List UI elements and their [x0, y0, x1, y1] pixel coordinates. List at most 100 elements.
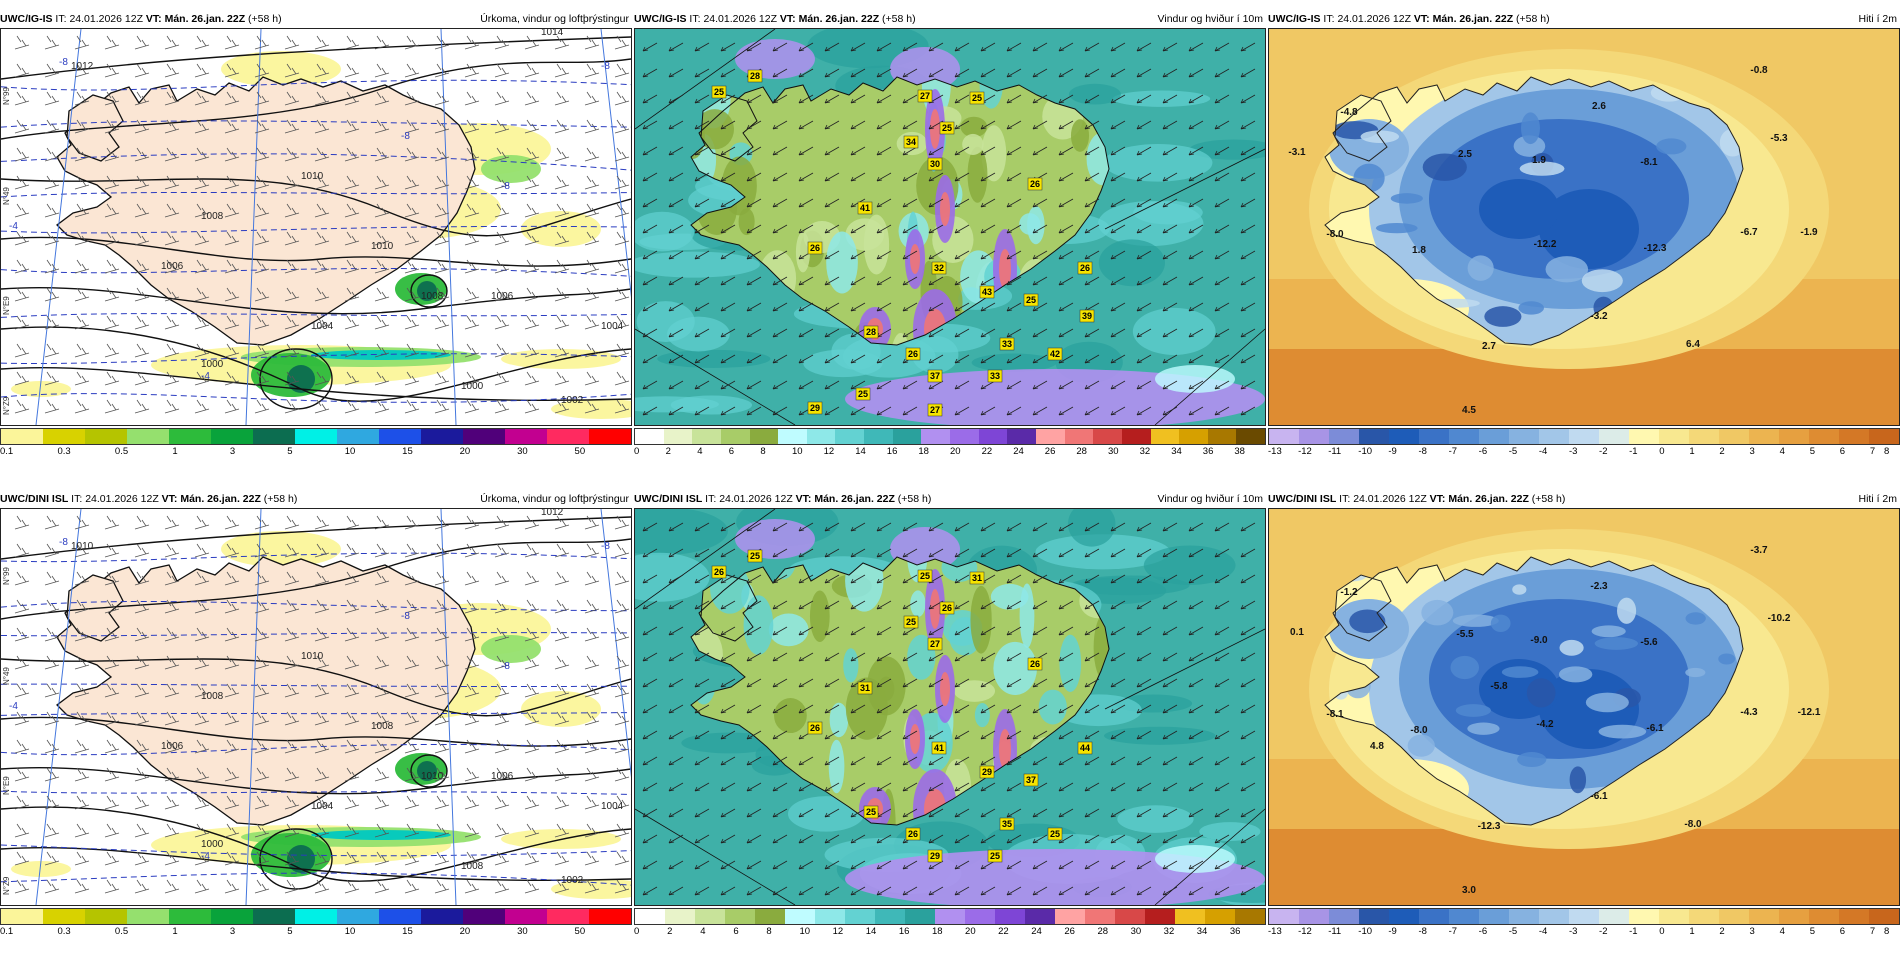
iceland-outline: [690, 556, 1110, 826]
colorbar: 0 2 4 6 8 10 12 14 16 18 20 22 24 26 28 30 32 34 36: [634, 908, 1266, 942]
temperature-value: 4.5: [1462, 405, 1476, 416]
colorbar-swatch: [1539, 909, 1569, 924]
model-name: UWC/IG-IS: [634, 13, 687, 25]
colorbar-swatch: [695, 909, 725, 924]
colorbar-tick-label: 0.1: [0, 926, 14, 937]
vt-label: VT:: [779, 13, 796, 25]
map-view[interactable]: 1012 1010 1010 1008 1008 1006 1006 1004 1004 1002…: [0, 508, 632, 906]
colorbar-tick-label: -11: [1328, 926, 1342, 937]
init-time: 24.01.2026 12Z: [69, 13, 143, 25]
gust-value-box: 26: [1027, 177, 1043, 191]
map-panel-dini-temp: UWC/DINI ISL IT: 24.01.2026 12Z VT: Mán.…: [1268, 490, 1900, 955]
gust-value-box: 26: [807, 241, 823, 255]
gust-value-box: 25: [939, 121, 955, 135]
colorbar-swatch: [1599, 909, 1629, 924]
lead-time: (+58 h): [1531, 493, 1566, 505]
colorbar-swatch: [1236, 429, 1266, 444]
map-view[interactable]: 28 25 27 25 25 34 30 26 41 26 32 28 43 26 33 25 26 42 33 37…: [634, 28, 1266, 426]
gust-value-box: 25: [863, 805, 879, 819]
colorbar-tick-label: 0: [634, 446, 640, 457]
temperature-value: 0.1: [1290, 627, 1304, 638]
colorbar-swatch: [1869, 429, 1899, 444]
colorbar-swatch: [127, 429, 169, 444]
temp-contour-label: -8: [501, 181, 510, 192]
latitude-label: N°Z9: [2, 396, 11, 415]
temperature-value: 2.6: [1592, 101, 1606, 112]
colorbar-tick-label: 22: [998, 926, 1009, 937]
latitude-label: N°49: [2, 667, 11, 685]
colorbar: -13 -12 -11 -10 -9 -8 -7 -6 -5 -4 -3 -2 -1 0 1 2 3 4 5 6 7 8: [1268, 908, 1900, 942]
model-name: UWC/DINI ISL: [634, 493, 703, 505]
colorbar-tick-label: -13: [1268, 926, 1282, 937]
colorbar-tick-label: 8: [1884, 446, 1890, 457]
colorbar-swatch: [1509, 909, 1539, 924]
colorbar-swatch: [337, 429, 379, 444]
gust-value-box: 37: [1023, 773, 1039, 787]
colorbar-tick-label: 24: [1013, 446, 1024, 457]
colorbar-tick-label: 2: [1719, 926, 1725, 937]
map-view[interactable]: -0.8 -4.8 2.6 -3.1 2.5 1.9 -8.1 -5.3 -8.0 1.8 -12.…: [1268, 28, 1900, 426]
colorbar-swatch: [635, 429, 664, 444]
map-view[interactable]: -3.7 -1.2 -2.3 0.1 -5.5 -9.0 -5.6 -10.2 -8.1 -8.0…: [1268, 508, 1900, 906]
map-canvas: 1012 1010 1010 1008 1008 1006 1006 1004 1004 1002…: [1, 509, 631, 905]
latitude-label: N°Z9: [2, 876, 11, 895]
colorbar-swatch: [1719, 429, 1749, 444]
colorbar-scale: [634, 428, 1266, 445]
gust-value-box: 28: [747, 69, 763, 83]
colorbar-swatch: [1659, 909, 1689, 924]
colorbar-swatch: [1629, 429, 1659, 444]
gust-value: 34: [906, 137, 916, 147]
isobar-label: 1004: [601, 321, 624, 332]
colorbar-tick-label: -9: [1388, 926, 1397, 937]
colorbar-swatch: [1150, 429, 1180, 444]
gust-value-box: 29: [979, 765, 995, 779]
colorbar-swatch: [1179, 429, 1208, 444]
colorbar-tick-label: 3: [1749, 446, 1755, 457]
gust-value: 25: [906, 617, 916, 627]
gust-value-box: 33: [987, 369, 1003, 383]
colorbar-swatch: [1599, 429, 1629, 444]
gust-value: 25: [1026, 295, 1036, 305]
colorbar-swatch: [1659, 429, 1689, 444]
map-panel-igis-temp: UWC/IG-IS IT: 24.01.2026 12Z VT: Mán. 26…: [1268, 10, 1900, 475]
panel-title: Vindur og hviður í 10m: [1157, 493, 1263, 505]
colorbar-swatch: [1569, 429, 1599, 444]
isobar-label: 1000: [201, 839, 224, 850]
colorbar-tick-label: -8: [1418, 446, 1427, 457]
iceland-land: [56, 556, 476, 826]
valid-time: Mán. 26.jan. 22Z: [814, 493, 895, 505]
wind-barbs: [14, 35, 630, 414]
colorbar-tick-label: -4: [1538, 446, 1548, 457]
map-canvas: -3.7 -1.2 -2.3 0.1 -5.5 -9.0 -5.6 -10.2 -8.1 -8.0…: [1269, 509, 1899, 905]
colorbar-swatch: [1689, 909, 1719, 924]
gust-value-box: 37: [927, 369, 943, 383]
colorbar-scale: [1268, 428, 1900, 445]
panel-title: Vindur og hviður í 10m: [1157, 13, 1263, 25]
colorbar-swatch: [864, 429, 893, 444]
gust-value-box: 28: [863, 325, 879, 339]
map-view[interactable]: 1014 1012 1010 1010 1008 1006 1006 1004 1004 1002…: [0, 28, 632, 426]
colorbar: 0 2 4 6 8 10 12 14 16 18 20 22 24 26 28 30 32 34 36 38: [634, 428, 1266, 462]
temperature-value: -4.8: [1340, 107, 1358, 118]
gust-value-box: 26: [807, 721, 823, 735]
colorbar-swatch: [725, 909, 755, 924]
vt-label: VT:: [795, 493, 812, 505]
gust-value-box: 27: [927, 403, 943, 417]
colorbar-tick-label: 10: [344, 446, 356, 457]
latitude-label: N°49: [2, 187, 11, 205]
vt-label: VT:: [1429, 493, 1446, 505]
temperature-value: -9.0: [1530, 635, 1548, 646]
gust-value: 26: [1080, 263, 1090, 273]
map-view[interactable]: 25 26 25 31 26 25 27 26 31 26 41 25 29 44 35 37 26 25 25 29: [634, 508, 1266, 906]
iceland-outline: [690, 76, 1110, 346]
colorbar-tick-label: -1: [1629, 446, 1638, 457]
panel-title: Úrkoma, vindur og loftþrýstingur: [480, 13, 629, 25]
colorbar-swatch: [1869, 909, 1899, 924]
colorbar-swatch: [1, 429, 43, 444]
temperature-value: 6.4: [1686, 339, 1700, 350]
valid-time: Mán. 26.jan. 22Z: [1448, 493, 1529, 505]
colorbar-swatch: [1085, 909, 1115, 924]
latitude-label: N°99: [2, 567, 11, 585]
colorbar-swatch: [1449, 909, 1479, 924]
temperature-value: -5.8: [1490, 681, 1508, 692]
